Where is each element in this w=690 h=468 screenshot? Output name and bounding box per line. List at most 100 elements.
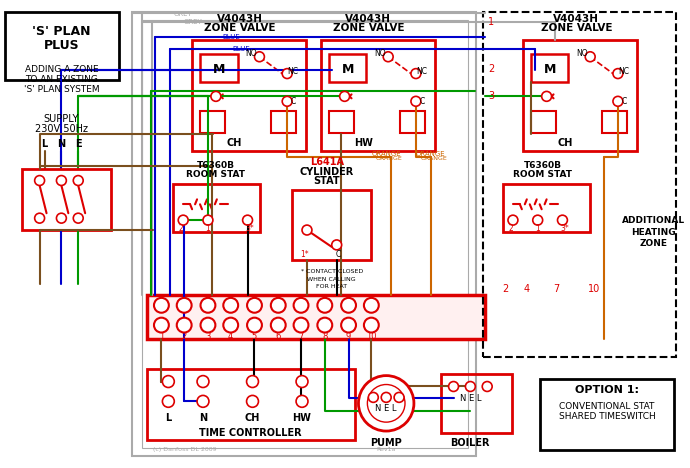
Text: L: L	[165, 413, 172, 423]
Text: L641A: L641A	[310, 157, 344, 167]
Text: C: C	[290, 97, 296, 106]
Text: ORANGE: ORANGE	[371, 151, 401, 157]
Bar	[531, 54, 569, 81]
Text: L: L	[41, 139, 48, 149]
Text: T6360B: T6360B	[197, 161, 235, 170]
Text: V4043H: V4043H	[346, 14, 391, 24]
Text: CH: CH	[558, 138, 573, 148]
Circle shape	[542, 91, 551, 101]
Circle shape	[162, 376, 175, 388]
Text: M: M	[213, 63, 225, 76]
Text: ORANGE: ORANGE	[376, 156, 402, 161]
Circle shape	[368, 393, 378, 402]
Bar	[192, 40, 306, 151]
Text: 5: 5	[252, 332, 257, 342]
Circle shape	[296, 376, 308, 388]
Circle shape	[197, 395, 209, 407]
Bar	[328, 111, 353, 133]
Bar	[271, 111, 296, 133]
Text: PUMP: PUMP	[371, 438, 402, 448]
Circle shape	[246, 376, 259, 388]
Text: ZONE VALVE: ZONE VALVE	[333, 23, 404, 33]
Text: 3*: 3*	[245, 224, 254, 233]
Text: BLUE: BLUE	[233, 46, 250, 52]
Circle shape	[224, 318, 238, 333]
Bar	[523, 40, 637, 151]
Circle shape	[162, 395, 175, 407]
Circle shape	[341, 318, 356, 333]
Circle shape	[383, 52, 393, 62]
Circle shape	[177, 318, 192, 333]
Text: V4043H: V4043H	[217, 14, 263, 24]
Text: SHARED TIMESWITCH: SHARED TIMESWITCH	[559, 412, 656, 421]
Circle shape	[247, 318, 262, 333]
Text: FOR HEAT: FOR HEAT	[316, 284, 347, 289]
Circle shape	[224, 298, 238, 313]
Text: CH: CH	[227, 138, 242, 148]
Circle shape	[339, 91, 350, 101]
Text: OPTION 1:: OPTION 1:	[575, 386, 639, 395]
Circle shape	[34, 176, 45, 185]
Text: 1: 1	[206, 224, 210, 233]
Text: CONVENTIONAL STAT: CONVENTIONAL STAT	[560, 402, 655, 411]
Text: N: N	[57, 139, 66, 149]
Bar	[146, 295, 485, 339]
Text: 3*: 3*	[560, 224, 569, 233]
Text: ZONE VALVE: ZONE VALVE	[540, 23, 612, 33]
Bar	[292, 190, 371, 260]
Circle shape	[294, 298, 308, 313]
Text: ADDITIONAL: ADDITIONAL	[622, 216, 685, 225]
Bar	[503, 184, 590, 232]
Circle shape	[317, 298, 332, 313]
Circle shape	[201, 298, 215, 313]
Text: 7: 7	[298, 332, 304, 342]
Text: PLUS: PLUS	[43, 39, 79, 52]
Circle shape	[411, 69, 421, 79]
Circle shape	[558, 215, 567, 225]
Text: ORANGE: ORANGE	[416, 151, 446, 157]
Circle shape	[585, 52, 595, 62]
Text: 10: 10	[366, 332, 377, 342]
Circle shape	[394, 393, 404, 402]
Text: BLUE: BLUE	[223, 34, 241, 40]
Circle shape	[197, 376, 209, 388]
Bar	[200, 54, 237, 81]
Text: SUPPLY: SUPPLY	[43, 114, 79, 124]
Circle shape	[296, 395, 308, 407]
Bar	[200, 111, 225, 133]
Text: E: E	[75, 139, 81, 149]
Text: HEATING: HEATING	[631, 227, 676, 236]
Circle shape	[332, 240, 342, 250]
Circle shape	[282, 96, 292, 106]
Text: GREY: GREY	[183, 19, 202, 25]
Bar	[540, 379, 674, 450]
Text: 7: 7	[553, 285, 560, 294]
Text: NO: NO	[375, 49, 386, 58]
Circle shape	[211, 91, 221, 101]
Bar	[400, 111, 425, 133]
Text: N E L: N E L	[375, 404, 397, 413]
Text: C: C	[420, 97, 424, 106]
Bar	[146, 369, 355, 440]
Circle shape	[482, 381, 492, 391]
Text: 3: 3	[205, 332, 210, 342]
Circle shape	[364, 318, 379, 333]
Circle shape	[203, 215, 213, 225]
Text: C: C	[621, 97, 627, 106]
Text: 6: 6	[275, 332, 281, 342]
Text: V4043H: V4043H	[553, 14, 600, 24]
Text: ZONE: ZONE	[640, 240, 667, 249]
Text: TO AN EXISTING: TO AN EXISTING	[25, 75, 98, 84]
Text: STAT: STAT	[313, 176, 340, 185]
Text: 10: 10	[588, 285, 600, 294]
Circle shape	[302, 225, 312, 235]
Bar	[321, 40, 435, 151]
Circle shape	[73, 213, 83, 223]
Circle shape	[282, 69, 292, 79]
Circle shape	[341, 298, 356, 313]
Text: M: M	[342, 63, 354, 76]
Circle shape	[364, 298, 379, 313]
Text: ADDING A ZONE: ADDING A ZONE	[25, 65, 98, 74]
Text: T6360B: T6360B	[524, 161, 562, 170]
Text: HW: HW	[354, 138, 373, 148]
